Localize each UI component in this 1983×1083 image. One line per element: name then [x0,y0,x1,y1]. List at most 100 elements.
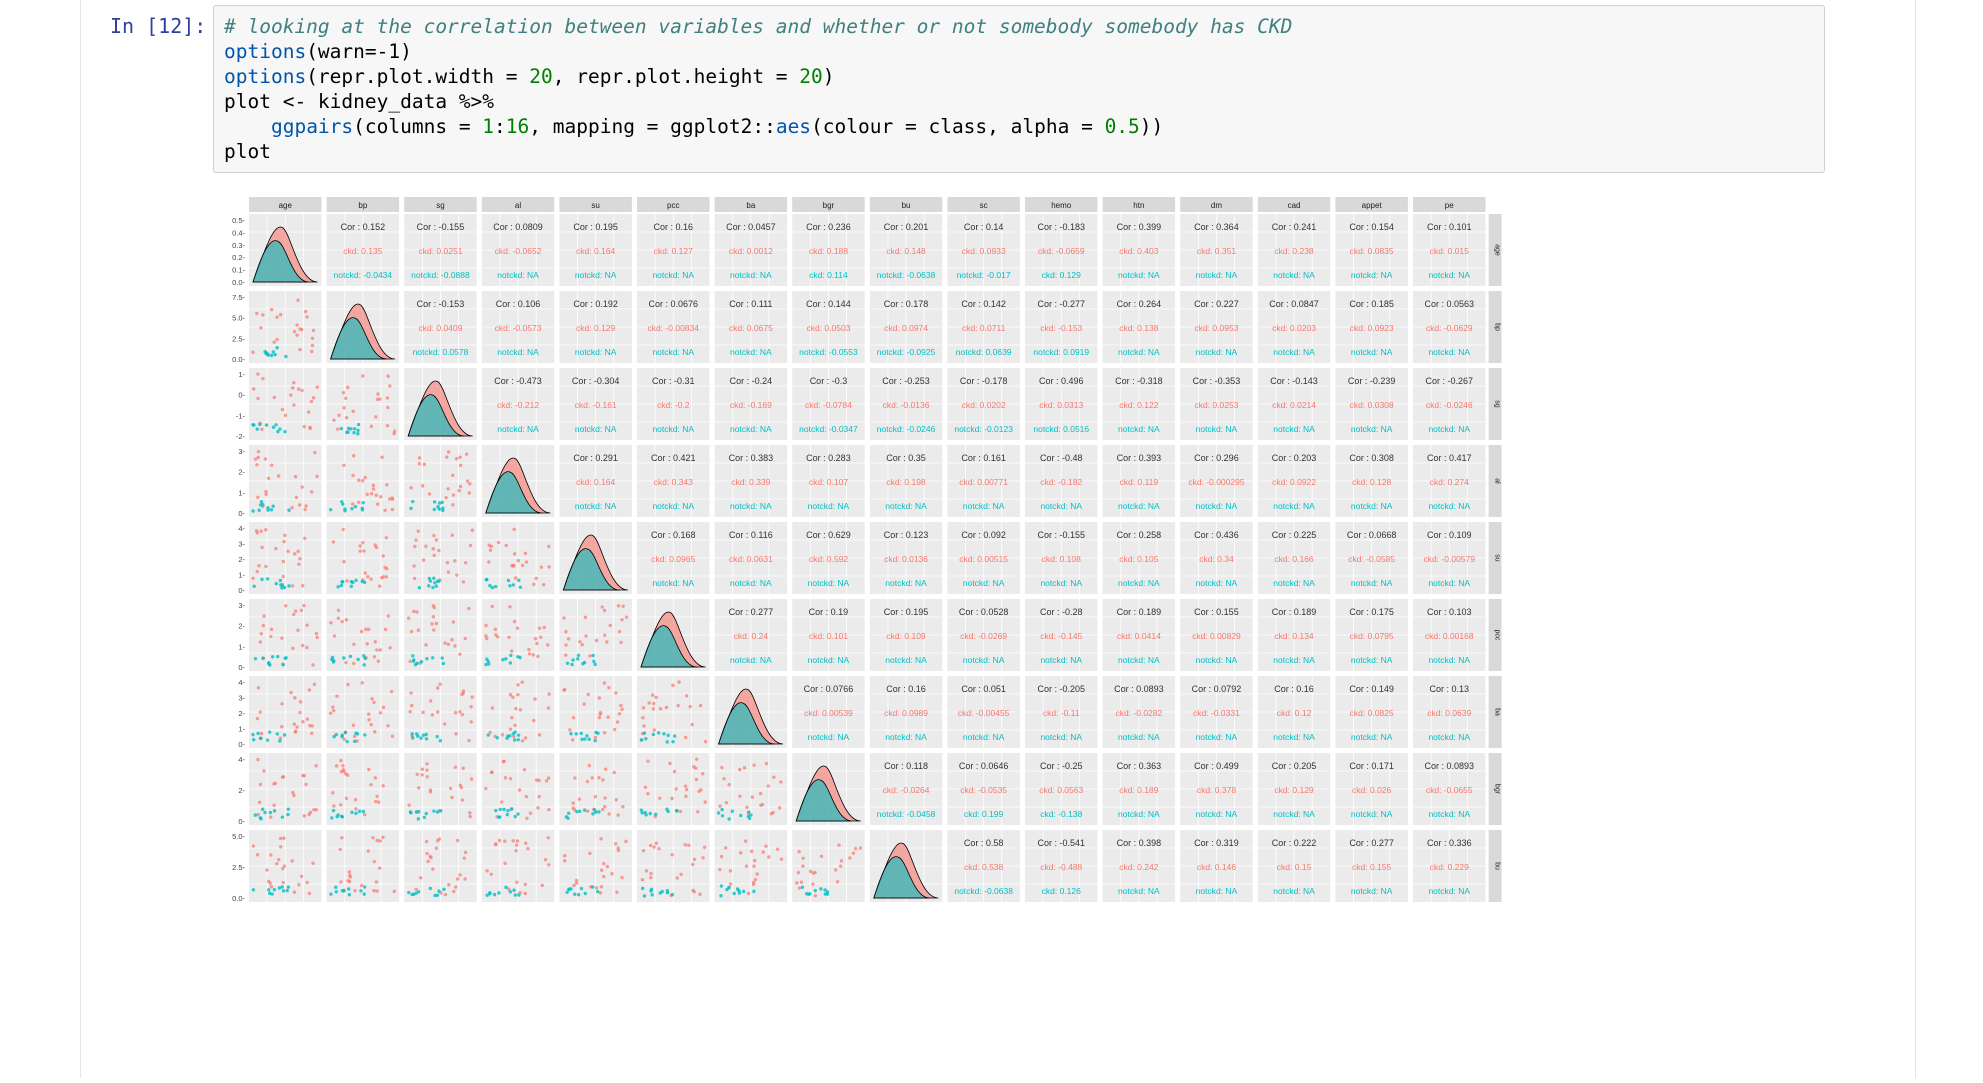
point-ckd [367,627,371,632]
y-tick-label: 1- [238,488,245,497]
y-tick-label: 1- [238,370,245,379]
cor-overall: Cor : 0.283 [806,453,851,463]
point-notckd [665,891,670,895]
point-notckd [252,423,256,427]
cor-notckd: notckd: NA [1196,732,1238,742]
point-ckd [277,857,281,862]
point-ckd [359,629,364,634]
point-ckd [468,543,473,548]
point-ckd [432,553,436,558]
point-ckd [352,642,356,646]
cor-overall: Cor : 0.277 [1349,838,1394,848]
point-notckd [345,739,349,744]
point-ckd [601,807,605,812]
cor-overall: Cor : -0.25 [1040,761,1083,771]
point-ckd [293,475,298,479]
point-ckd [373,730,377,734]
cor-overall: Cor : 0.0457 [726,222,776,232]
cor-overall: Cor : 0.0893 [1424,761,1474,771]
cor-notckd: notckd: NA [1040,501,1082,511]
point-ckd [312,682,317,687]
point-notckd [411,499,415,504]
point-ckd [281,559,286,564]
cor-overall: Cor : 0.109 [1427,530,1472,540]
cor-notckd: ckd: -0.138 [1040,809,1082,819]
cor-overall: Cor : 0.363 [1117,761,1162,771]
point-ckd [294,729,298,733]
point-ckd [336,427,340,431]
point-ckd [838,864,843,868]
point-ckd [291,386,295,390]
strip-label: pcc [667,201,679,210]
cor-overall: Cor : 0.116 [729,530,773,540]
point-ckd [654,695,658,700]
point-ckd [276,474,281,478]
point-ckd [500,800,504,804]
point-notckd [282,733,287,737]
point-ckd [292,380,296,385]
strip-label: su [591,201,599,210]
point-notckd [593,738,597,743]
point-ckd [468,482,472,486]
point-notckd [518,585,523,589]
point-notckd [596,731,600,736]
cor-ckd: ckd: 0.274 [1430,477,1469,487]
point-ckd [566,637,571,641]
point-ckd [297,562,301,566]
point-ckd [295,333,299,337]
point-ckd [332,804,336,808]
point-ckd [447,883,451,887]
cor-notckd: notckd: NA [1428,886,1470,896]
point-notckd [517,893,521,897]
cor-notckd: notckd: NA [1118,501,1160,511]
cor-notckd: notckd: NA [1273,732,1315,742]
point-notckd [354,578,358,582]
strip-top [714,197,788,212]
point-notckd [260,577,264,582]
point-notckd [648,811,652,816]
point-ckd [514,843,519,847]
point-ckd [698,703,703,708]
point-notckd [268,891,272,896]
point-notckd [283,656,287,661]
density-notckd [873,856,930,899]
point-ckd [753,858,757,863]
cor-ckd: ckd: 0.00515 [959,554,1008,564]
cor-notckd: notckd: NA [808,655,850,665]
point-ckd [389,689,394,694]
point-notckd [595,889,600,894]
point-notckd [656,731,661,735]
point-ckd [386,374,390,378]
point-ckd [582,702,586,706]
point-notckd [259,736,263,741]
cor-notckd: notckd: -0.0123 [954,424,1013,434]
strip-label: pe [1445,201,1454,210]
point-ckd [641,848,646,853]
cor-ckd: ckd: 0.189 [1119,785,1158,795]
density-notckd [562,548,620,591]
density-notckd [718,702,775,745]
point-ckd [811,882,815,886]
cor-ckd: ckd: -0.00455 [958,708,1010,718]
point-ckd [684,694,689,698]
point-ckd [751,882,756,887]
cor-ckd: ckd: 0.0825 [1350,708,1394,718]
point-ckd [374,415,378,419]
y-tick-label: 2- [238,468,245,477]
point-ckd [378,711,383,715]
point-ckd [264,489,268,494]
point-notckd [347,893,352,897]
point-ckd [601,778,605,782]
point-ckd [290,506,294,510]
point-ckd [304,782,308,787]
point-ckd [614,691,618,695]
strip-label: ba [1494,708,1501,716]
code-cell-editor[interactable]: # looking at the correlation between var… [213,5,1825,173]
point-ckd [619,640,623,645]
point-ckd [683,784,688,788]
cor-notckd: notckd: NA [808,578,850,588]
point-ckd [351,409,355,413]
point-notckd [253,656,258,661]
point-notckd [340,735,344,739]
point-ckd [369,722,373,727]
